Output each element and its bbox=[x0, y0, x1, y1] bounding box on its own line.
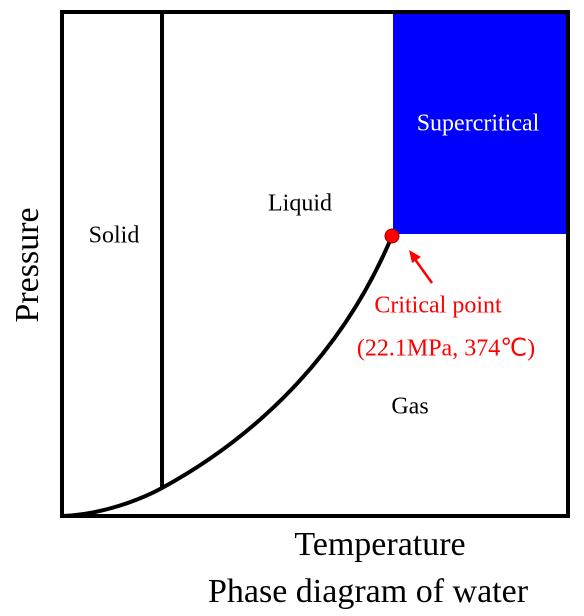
arrow-head bbox=[409, 250, 421, 263]
arrow-shaft bbox=[412, 257, 434, 284]
supercritical-label: Supercritical bbox=[417, 111, 540, 137]
y-axis-label: Pressure bbox=[9, 207, 46, 322]
gas-label: Gas bbox=[391, 394, 428, 420]
supercritical-region bbox=[393, 12, 568, 234]
critical-point-value: (22.1MPa, 374℃) bbox=[357, 336, 535, 362]
critical-point-label: Critical point bbox=[374, 293, 502, 319]
diagram-title: Phase diagram of water bbox=[208, 573, 529, 610]
boiling-curve bbox=[61, 235, 394, 518]
critical-point-marker bbox=[384, 228, 400, 244]
plot-frame bbox=[60, 10, 570, 518]
liquid-label: Liquid bbox=[268, 191, 332, 217]
solid-label: Solid bbox=[89, 223, 140, 249]
x-axis-label: Temperature bbox=[294, 526, 465, 563]
